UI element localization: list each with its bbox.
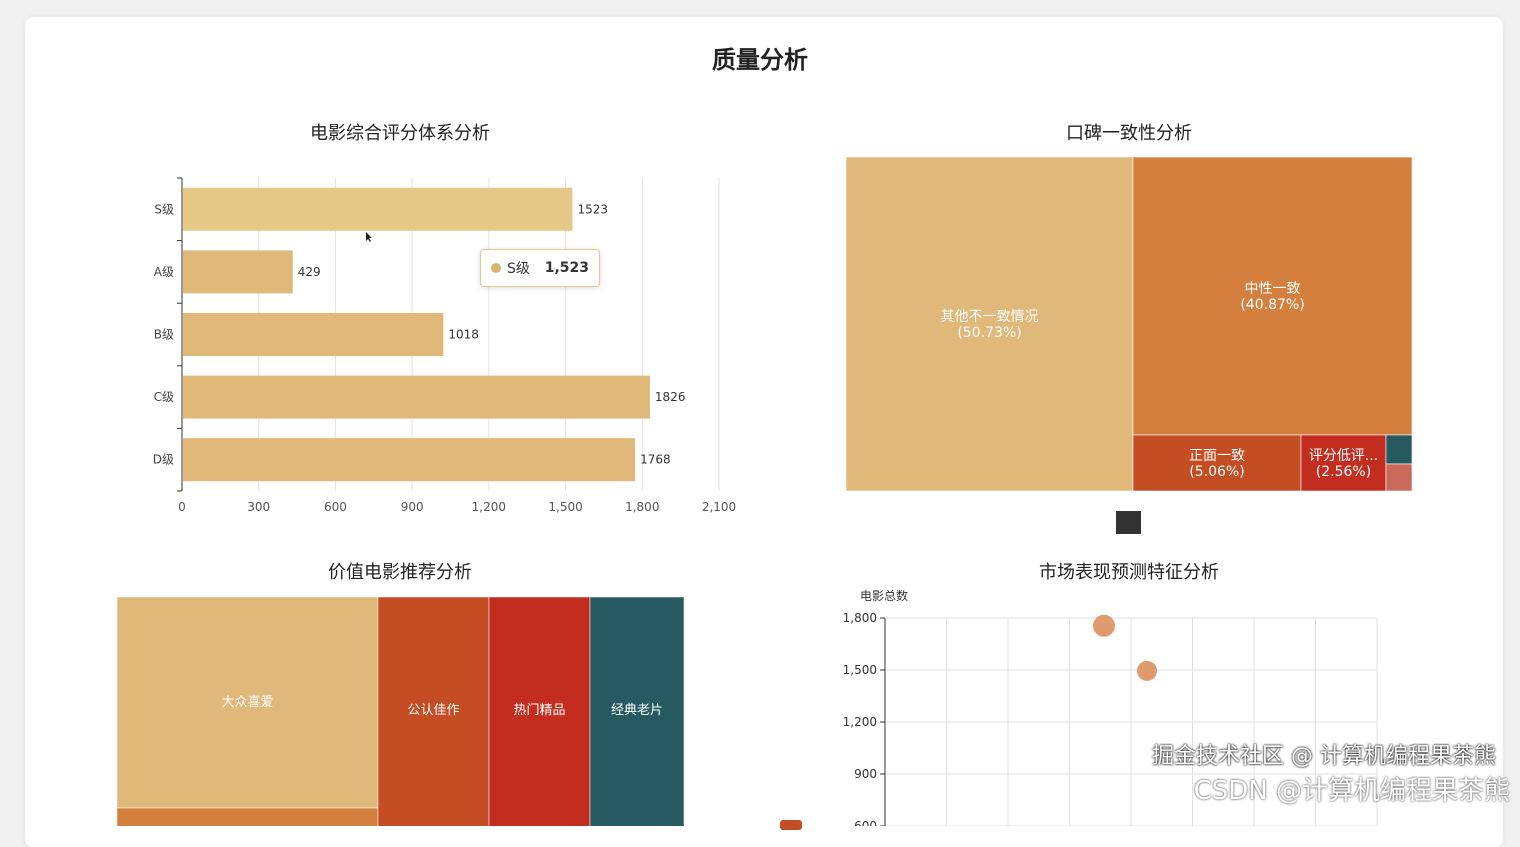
- x-tick-label: 1,500: [548, 500, 582, 514]
- treemap-cell: [1385, 434, 1413, 465]
- tooltip: S级 1,523: [480, 249, 600, 287]
- y-tick-label: 1,800: [843, 611, 877, 625]
- bar: [183, 438, 636, 482]
- treemap-cell-label: 中性一致: [1245, 281, 1301, 297]
- y-tick-label: 1,200: [843, 715, 877, 729]
- y-tick-label: 1,500: [843, 663, 877, 677]
- bar-value-label: 1018: [448, 328, 479, 342]
- treemap-cell-label: 大众喜爱: [221, 695, 273, 710]
- x-tick-label: 900: [401, 500, 424, 514]
- bar-chart-title: 电影综合评分体系分析: [310, 123, 490, 144]
- y-tick-label: A级: [154, 265, 174, 279]
- charts-canvas: 0 300 600 900 1,200 1,500 1,800 2,100 S级 1523 A级 42…: [116, 156, 1413, 826]
- y-axis-title: 电影总数: [860, 588, 908, 603]
- treemap1-title: 口碑一致性分析: [1066, 123, 1192, 144]
- y-tick-label: D级: [153, 453, 174, 467]
- y-tick-label: B级: [154, 328, 174, 342]
- y-tick-label: C级: [154, 390, 174, 404]
- watermark-csdn: CSDN @计算机编程果茶熊: [1193, 776, 1510, 806]
- treemap-cell-pct: (2.56%): [1316, 464, 1371, 480]
- mouse-cursor-icon: [366, 232, 372, 242]
- treemap-cell-pct: (5.06%): [1189, 464, 1244, 480]
- treemap-breadcrumb-button-2[interactable]: [780, 820, 802, 830]
- treemap-cell: [116, 596, 379, 809]
- x-tick-label: 0: [178, 500, 186, 514]
- tooltip-dot-icon: [491, 263, 501, 273]
- treemap-cell-label: 其他不一致情况: [941, 309, 1039, 325]
- treemap-cell-label: 热门精品: [513, 703, 565, 718]
- scatter-point: [1137, 660, 1157, 681]
- bar: [183, 313, 444, 356]
- y-tick-label: S级: [154, 202, 174, 216]
- page-title: 质量分析: [712, 46, 808, 74]
- treemap-cell: [488, 596, 591, 826]
- treemap-cell: [1385, 463, 1413, 492]
- y-tick-label: 900: [854, 767, 877, 781]
- bar-value-label: 1826: [655, 390, 686, 404]
- treemap-cell-label: 经典老片: [611, 703, 663, 718]
- treemap-breadcrumb-button[interactable]: [1116, 511, 1141, 534]
- bar-value-label: 429: [298, 265, 321, 279]
- bar-value-label: 1523: [577, 202, 608, 216]
- bar: [183, 375, 650, 419]
- treemap-cell: [845, 156, 1134, 492]
- treemap-cell: [377, 596, 490, 826]
- treemap-cell: [589, 596, 685, 826]
- scatter-title: 市场表现预测特征分析: [1039, 562, 1219, 583]
- treemap-cell-pct: (40.87%): [1240, 297, 1304, 313]
- tooltip-value: 1,523: [544, 260, 589, 276]
- treemap-cell-label: 公认佳作: [407, 703, 459, 718]
- bar-value-label: 1768: [640, 453, 671, 467]
- x-tick-label: 2,100: [702, 500, 736, 514]
- treemap-cell: [1132, 156, 1413, 436]
- watermark-juejin: 掘金技术社区 @ 计算机编程果茶熊: [1152, 744, 1496, 769]
- treemap-cell-label: 正面一致: [1189, 448, 1245, 464]
- scatter-point: [1093, 614, 1115, 637]
- bar: [183, 250, 293, 294]
- x-tick-label: 600: [324, 500, 347, 514]
- tooltip-label: S级: [507, 261, 530, 277]
- treemap-cell-label: 评分低评...: [1309, 448, 1378, 464]
- bar: [183, 187, 573, 231]
- treemap-cell: [1300, 434, 1387, 492]
- y-tick-label: 600: [854, 819, 877, 826]
- treemap-cell-pct: (50.73%): [957, 325, 1021, 341]
- treemap-cell: [116, 807, 379, 826]
- x-tick-label: 1,800: [625, 500, 659, 514]
- x-tick-label: 1,200: [472, 500, 506, 514]
- treemap2-title: 价值电影推荐分析: [328, 562, 472, 583]
- x-tick-label: 300: [247, 500, 270, 514]
